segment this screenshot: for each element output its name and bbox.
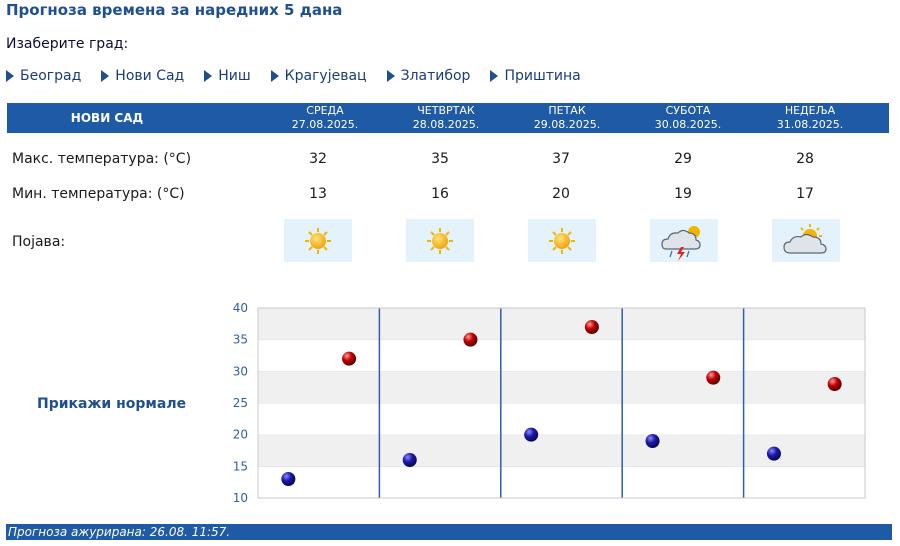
- y-tick-label: 40: [233, 301, 248, 315]
- grid-band: [258, 466, 865, 498]
- city-link-label: Крагујевац: [284, 68, 367, 84]
- city-link-label: Нови Сад: [115, 68, 185, 84]
- grid-band: [258, 403, 865, 435]
- day-date: 30.08.2025.: [654, 118, 722, 131]
- day-name: СУБОТА: [665, 104, 711, 117]
- sun-icon: [528, 219, 596, 262]
- city-link-label: Златибор: [400, 68, 471, 84]
- sun-icon: [406, 219, 474, 262]
- arrow-right-icon: [101, 70, 110, 82]
- max-temp-point: [342, 351, 357, 366]
- day-name: НЕДЕЉА: [784, 104, 836, 117]
- day-separators: [378, 308, 745, 498]
- y-tick-label: 10: [233, 491, 248, 505]
- city-link-label: Ниш: [218, 68, 251, 84]
- partly-cloudy-icon: [772, 219, 840, 262]
- show-normals-link[interactable]: Прикажи нормале: [37, 396, 187, 412]
- grid-bands: [258, 307, 865, 498]
- thunderstorm-icon: [650, 219, 718, 262]
- arrow-right-icon: [386, 70, 395, 82]
- y-tick-label: 15: [233, 459, 248, 473]
- grid-band: [258, 434, 865, 467]
- y-tick-label: 20: [233, 428, 248, 442]
- day-date: 29.08.2025.: [533, 118, 601, 131]
- y-axis: 10 15 20 25 30 35 40: [233, 301, 248, 505]
- grid-band: [258, 371, 865, 403]
- grid-band: [258, 308, 865, 340]
- day-name: СРЕДА: [306, 104, 344, 117]
- city-link-nis[interactable]: Ниш: [204, 68, 251, 84]
- page-title: Прогноза времена за наредних 5 дана: [6, 1, 343, 19]
- city-link-novi-sad[interactable]: Нови Сад: [101, 68, 184, 84]
- arrow-right-icon: [490, 70, 499, 82]
- min-temp-value: 17: [796, 186, 814, 202]
- forecast-updated: Прогноза ажурирана: 26.08. 11:57.: [6, 524, 892, 540]
- min-temp-value: 20: [552, 186, 570, 202]
- max-temp-value: 28: [796, 151, 814, 167]
- data-points: [281, 320, 842, 486]
- min-temp-value: 16: [431, 186, 449, 202]
- min-temp-value: 19: [674, 186, 692, 202]
- max-temp-point: [706, 370, 721, 385]
- city-link-kragujevac[interactable]: Крагујевац: [270, 68, 367, 84]
- grid-band: [258, 339, 865, 372]
- day-header: НЕДЕЉА 31.08.2025.: [755, 104, 865, 132]
- phenomenon-label: Појава:: [12, 234, 66, 250]
- max-temp-label: Макс. температура: (°C): [12, 151, 192, 167]
- city-link-pristina[interactable]: Приштина: [490, 68, 581, 84]
- table-city-name: НОВИ САД: [70, 111, 144, 125]
- sun-icon: [284, 219, 352, 262]
- forecast-table-header: НОВИ САД СРЕДА 27.08.2025. ЧЕТВРТАК 28.08.…: [7, 103, 889, 133]
- day-header: ЧЕТВРТАК 28.08.2025.: [391, 104, 501, 132]
- min-temp-point: [402, 453, 417, 467]
- city-nav: Београд Нови Сад Ниш Крагујевац Златибор…: [6, 68, 601, 84]
- city-link-zlatibor[interactable]: Златибор: [386, 68, 471, 84]
- day-name: ПЕТАК: [548, 104, 586, 117]
- arrow-right-icon: [204, 70, 213, 82]
- arrow-right-icon: [270, 70, 279, 82]
- arrow-right-icon: [6, 70, 14, 82]
- max-temp-point: [827, 377, 842, 391]
- max-temp-value: 37: [552, 151, 570, 167]
- city-link-label: Приштина: [504, 68, 581, 84]
- min-temp-point: [645, 434, 660, 448]
- max-temp-point: [584, 320, 599, 334]
- y-tick-label: 30: [233, 364, 248, 378]
- min-temp-point: [766, 446, 781, 461]
- day-header: СРЕДА 27.08.2025.: [270, 104, 380, 132]
- y-tick-label: 35: [233, 333, 248, 347]
- min-temp-point: [281, 472, 296, 486]
- day-header: ПЕТАК 29.08.2025.: [512, 104, 622, 132]
- max-temp-value: 35: [431, 151, 449, 167]
- day-date: 28.08.2025.: [412, 118, 480, 131]
- day-header: СУБОТА 30.08.2025.: [633, 104, 743, 132]
- day-date: 31.08.2025.: [776, 118, 844, 131]
- y-tick-label: 25: [233, 396, 248, 410]
- max-temp-point: [463, 332, 478, 347]
- plot-frame: [257, 307, 866, 499]
- city-link-label: Београд: [20, 68, 82, 84]
- city-link-beograd[interactable]: Београд: [6, 68, 81, 84]
- max-temp-value: 29: [674, 151, 692, 167]
- city-select-label: Изаберите град:: [6, 36, 129, 52]
- temperature-chart: 10 15 20 25 30 35 40: [233, 301, 866, 505]
- min-temp-point: [524, 427, 539, 442]
- min-temp-label: Мин. температура: (°C): [12, 186, 185, 202]
- min-temp-value: 13: [309, 186, 327, 202]
- max-temp-value: 32: [309, 151, 327, 167]
- day-name: ЧЕТВРТАК: [417, 104, 475, 117]
- day-date: 27.08.2025.: [291, 118, 359, 131]
